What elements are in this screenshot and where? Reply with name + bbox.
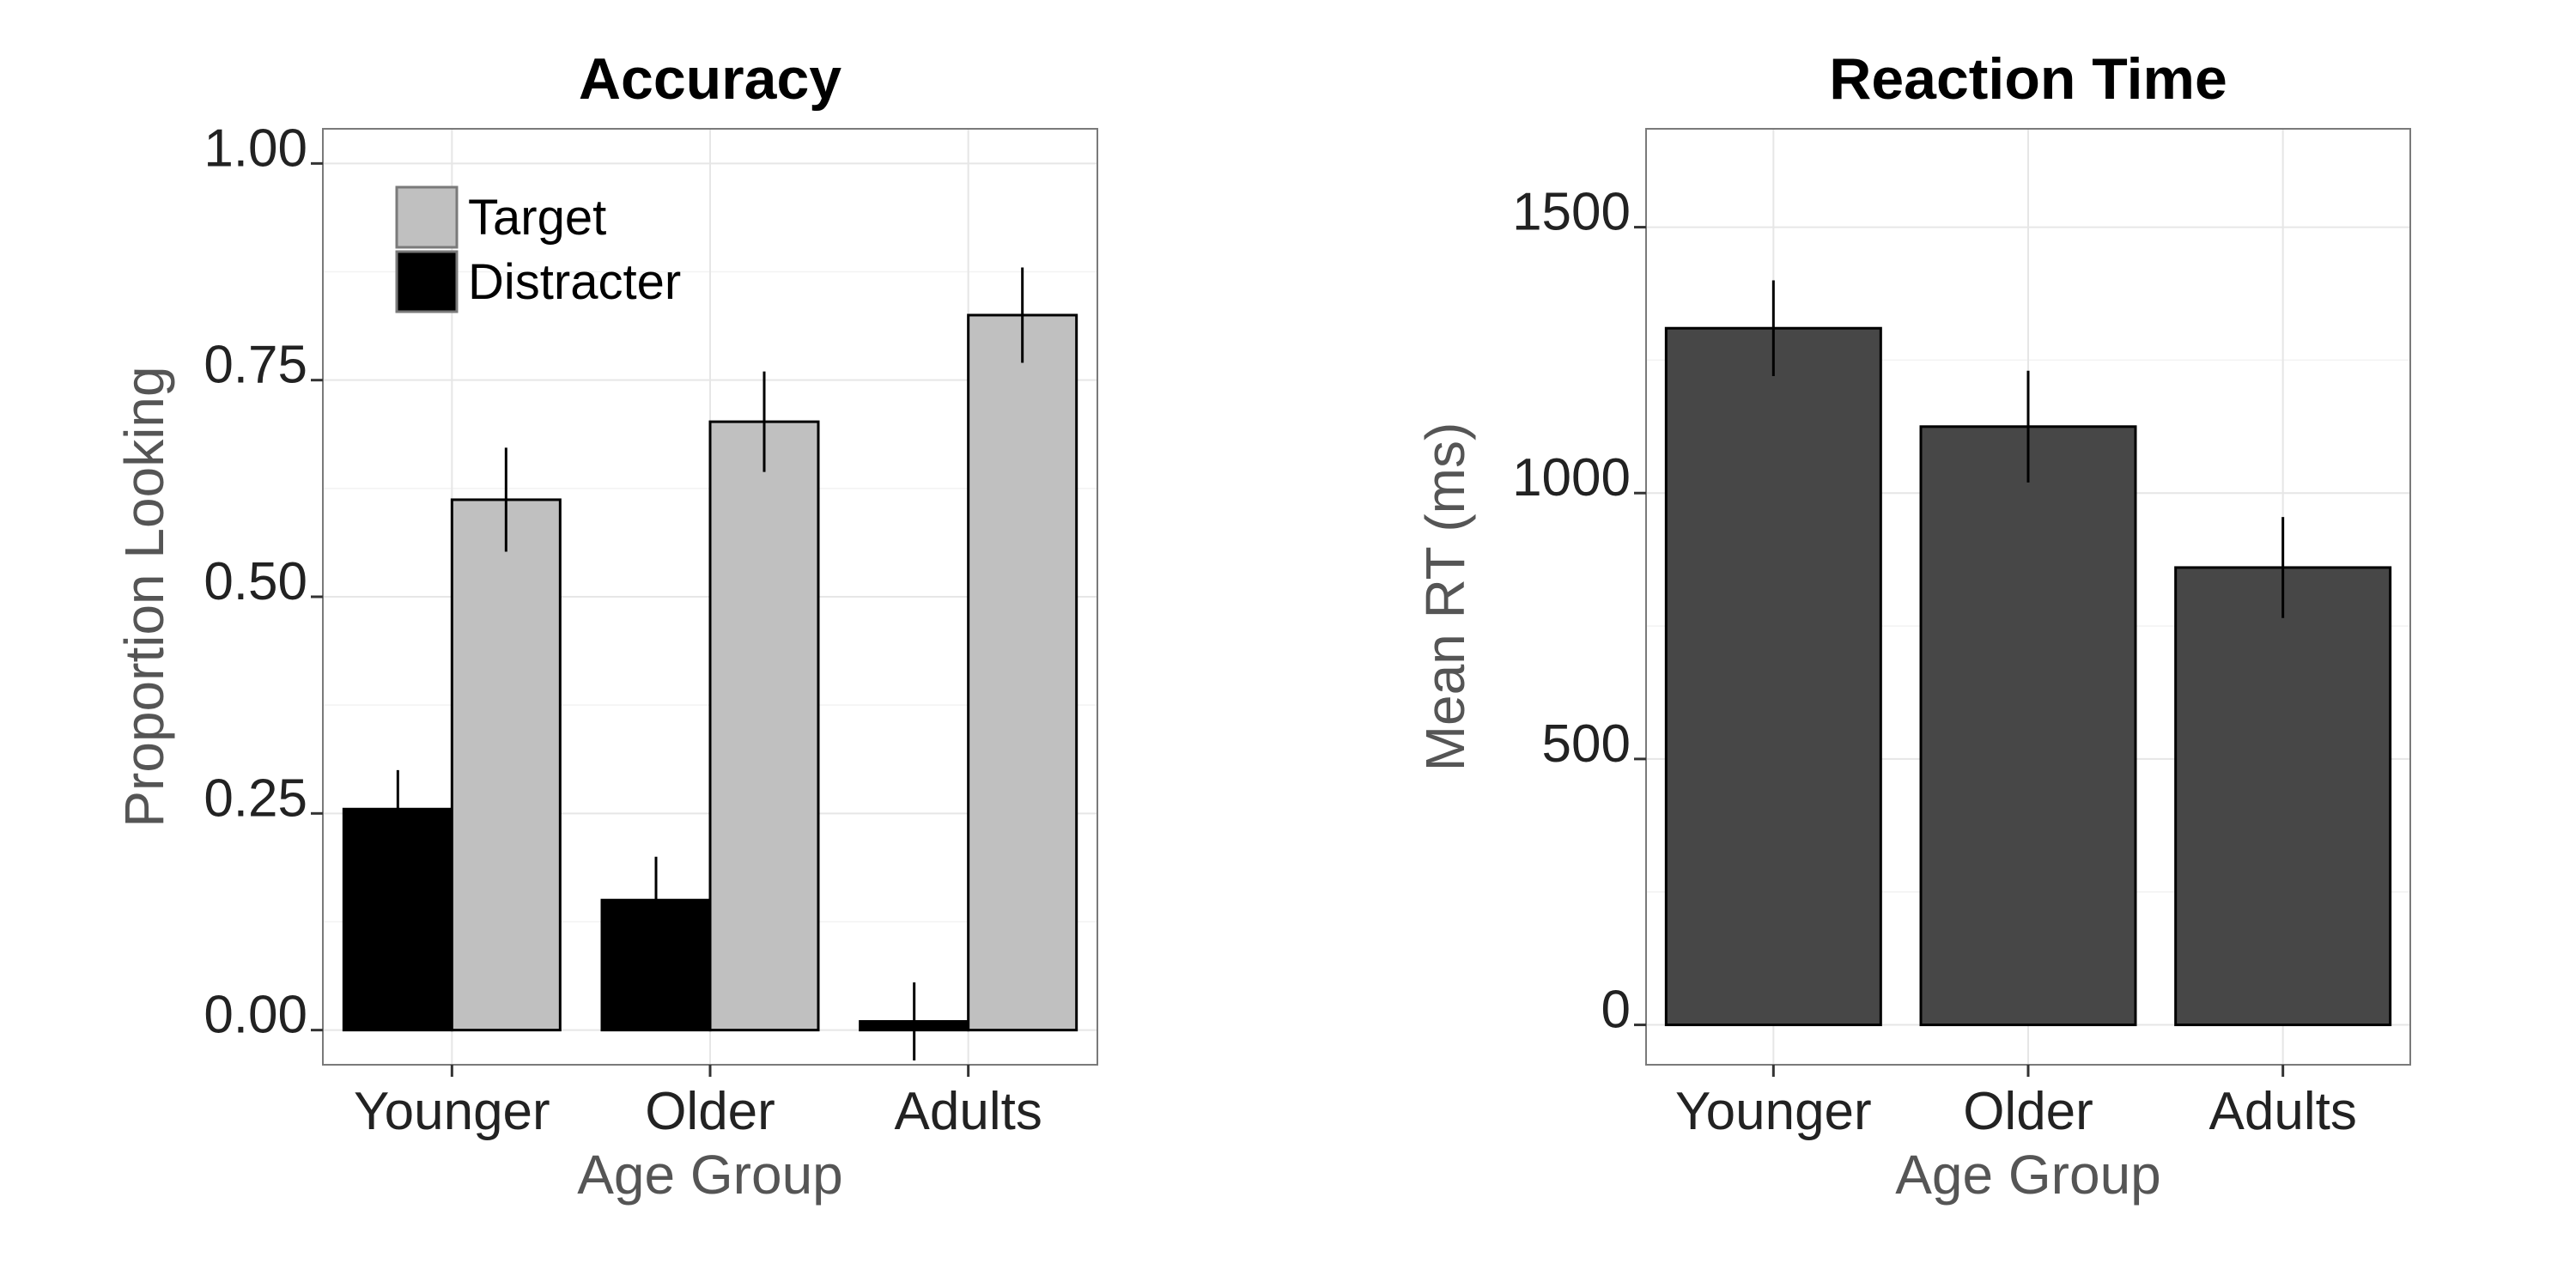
accuracy-panel: Accuracy 0.00 0.25 0.50 0.75 1.00 Younger Old… xyxy=(113,46,1098,1206)
x-tick-label: Adults xyxy=(2209,1082,2357,1141)
bar-series-adults xyxy=(2174,566,2392,1027)
bar-target-older xyxy=(708,420,820,1032)
accuracy-y-ticks: 0.00 0.25 0.50 0.75 1.00 xyxy=(204,118,323,1045)
y-tick-label: 500 xyxy=(1542,714,1631,774)
reaction-time-x-ticks: Younger Older Adults xyxy=(1675,1065,2357,1141)
x-tick-label: Older xyxy=(1963,1082,2093,1141)
x-tick-label: Adults xyxy=(895,1082,1042,1141)
y-tick-label: 0.50 xyxy=(204,552,307,611)
y-tick-label: 1.00 xyxy=(204,118,307,178)
accuracy-x-axis-label: Age Group xyxy=(577,1144,843,1206)
accuracy-legend: Target Distracter xyxy=(395,185,681,313)
y-tick-label: 0.25 xyxy=(204,769,307,828)
x-tick-label: Younger xyxy=(354,1082,550,1141)
bar-target-adults xyxy=(967,313,1078,1032)
y-tick-label: 1500 xyxy=(1512,183,1631,242)
x-tick-label: Younger xyxy=(1675,1082,1872,1141)
reaction-time-bars xyxy=(1664,280,2392,1027)
reaction-time-x-axis-label: Age Group xyxy=(1895,1144,2161,1206)
reaction-time-title: Reaction Time xyxy=(1829,46,2227,112)
y-tick-label: 0 xyxy=(1601,981,1631,1040)
bar-series-older xyxy=(1919,425,2137,1027)
x-tick-label: Older xyxy=(645,1082,775,1141)
reaction-time-y-axis-label: Mean RT (ms) xyxy=(1414,422,1476,772)
bar-distracter-older xyxy=(600,898,712,1032)
bar-target-younger xyxy=(450,498,562,1032)
legend-swatch-distracter xyxy=(395,250,459,313)
legend-label-target: Target xyxy=(468,190,606,246)
legend-label-distracter: Distracter xyxy=(468,254,681,310)
accuracy-bars xyxy=(342,267,1078,1060)
accuracy-title: Accuracy xyxy=(579,46,841,112)
accuracy-y-axis-label: Proportion Looking xyxy=(113,366,175,827)
legend-swatch-target xyxy=(395,185,459,249)
y-tick-label: 1000 xyxy=(1512,448,1631,507)
y-tick-label: 0.75 xyxy=(204,336,307,395)
y-tick-label: 0.00 xyxy=(204,986,307,1045)
bar-series-younger xyxy=(1664,326,1882,1027)
accuracy-x-ticks: Younger Older Adults xyxy=(354,1065,1042,1141)
reaction-time-y-ticks: 0 500 1000 1500 xyxy=(1512,183,1646,1040)
